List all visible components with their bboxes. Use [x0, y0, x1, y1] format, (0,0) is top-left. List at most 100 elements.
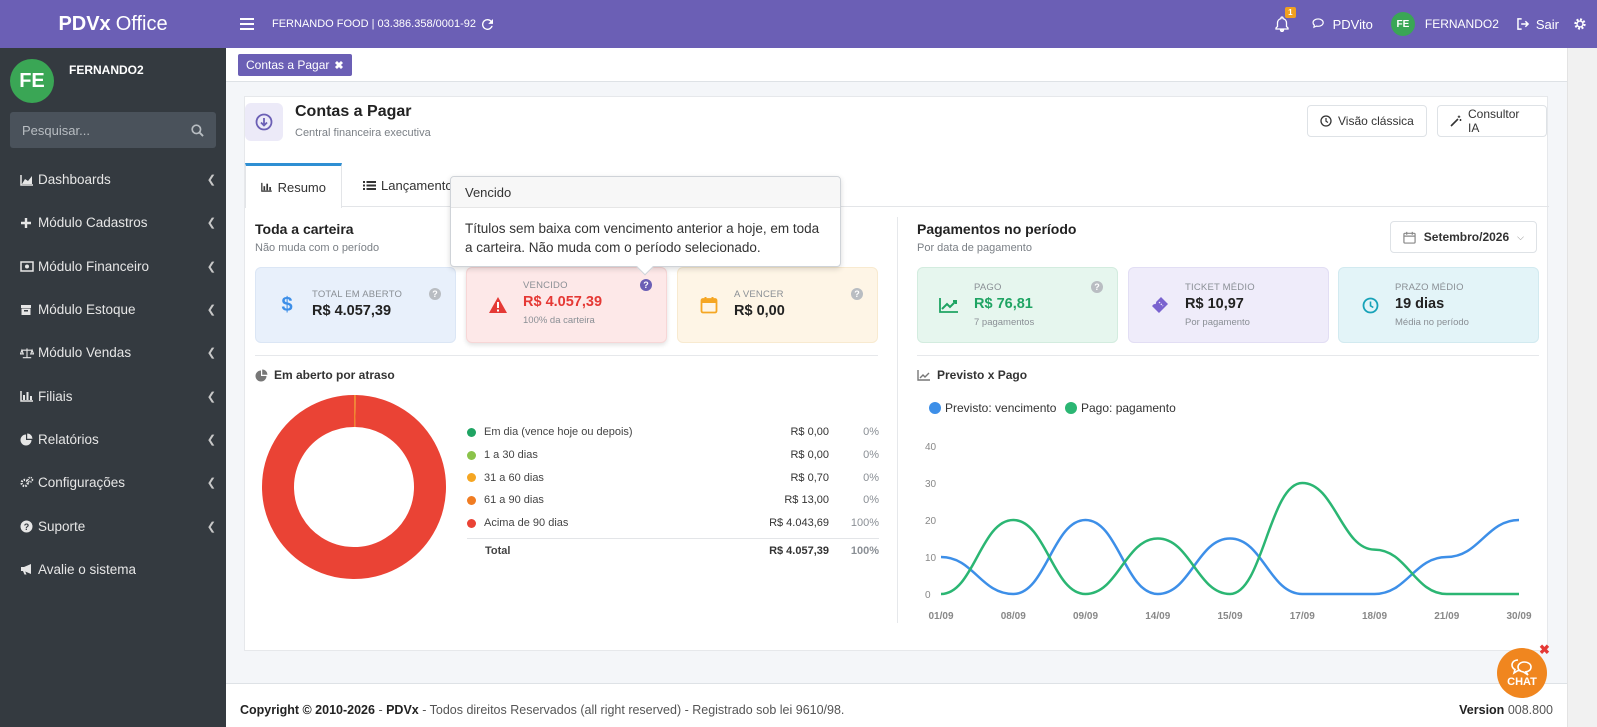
list-icon — [363, 180, 376, 190]
tooltip-title: Vencido — [451, 177, 840, 208]
sidebar-item-configuracoes[interactable]: Configurações ❮ — [0, 461, 226, 504]
tab-resumo[interactable]: Resumo — [245, 163, 342, 208]
legend-label[interactable]: Pago: pagamento — [1081, 401, 1176, 415]
chat-widget-button[interactable]: CHAT — [1497, 648, 1547, 698]
close-icon[interactable]: ✖ — [334, 59, 344, 72]
aging-total-row: Total R$ 4.057,39 100% — [467, 538, 879, 561]
hamburger-menu-icon[interactable] — [240, 18, 254, 30]
sidebar-item-suporte[interactable]: ? Suporte ❮ — [0, 504, 226, 547]
notifications-bell-icon[interactable]: 1 — [1274, 7, 1296, 33]
classic-view-button[interactable]: Visão clássica — [1307, 105, 1427, 137]
chat-bubble-icon — [1511, 659, 1532, 676]
chat-close-icon[interactable]: ✖ — [1539, 642, 1550, 657]
user-menu[interactable]: FE FERNANDO2 — [1390, 12, 1499, 36]
kpi-value: R$ 76,81 — [974, 296, 1033, 312]
series-line[interactable] — [940, 481, 1519, 596]
kpi-label: A VENCER — [734, 289, 784, 300]
top-navbar: PDVx Office FERNANDO FOOD | 03.386.358/00… — [0, 0, 1597, 48]
calendar-icon — [698, 294, 720, 316]
pdvito-label: PDVito — [1332, 16, 1373, 32]
sidebar: FE FERNANDO2 Pesquisar... Dashboards ❮ M… — [0, 48, 226, 727]
legend-label[interactable]: Previsto: vencimento — [945, 401, 1057, 415]
chevron-left-icon: ❮ — [206, 174, 216, 187]
series-line[interactable] — [940, 518, 1520, 596]
kpi-ticket-medio: TICKET MÉDIO R$ 10,97 Por pagamento — [1128, 267, 1329, 343]
pdvito-link[interactable]: PDVito — [1312, 17, 1373, 32]
kpi-pago: PAGO R$ 76,81 7 pagamentos ? — [917, 267, 1118, 343]
aging-row: 61 a 90 dias R$ 13,00 0% — [467, 489, 879, 512]
logout-button[interactable]: Sair — [1517, 17, 1559, 32]
question-icon: ? — [20, 520, 34, 533]
aging-row: Acima de 90 dias R$ 4.043,69 100% — [467, 512, 879, 535]
company-name: FERNANDO FOOD | 03.386.358/0001-92 — [272, 18, 477, 30]
help-icon[interactable]: ? — [640, 279, 652, 291]
sidebar-item-relatorios[interactable]: Relatórios ❮ — [0, 418, 226, 461]
help-icon[interactable]: ? — [1091, 281, 1103, 293]
period-value: Setembro/2026 — [1423, 230, 1510, 244]
sidebar-menu: Dashboards ❮ Módulo Cadastros ❮ Módulo F… — [0, 158, 226, 591]
kpi-label: VENCIDO — [523, 280, 568, 291]
sidebar-search-input[interactable]: Pesquisar... — [10, 112, 216, 148]
vertical-scrollbar[interactable] — [1567, 48, 1597, 727]
donut-slice[interactable] — [262, 395, 446, 579]
sidebar-item-financeiro[interactable]: Módulo Financeiro ❮ — [0, 245, 226, 288]
sidebar-item-label: Dashboards — [38, 172, 111, 188]
open-page-tab[interactable]: Contas a Pagar ✖ — [238, 54, 352, 76]
balance-scale-icon — [20, 347, 34, 359]
brand-bold: PDVx — [58, 12, 111, 35]
svg-text:?: ? — [24, 522, 30, 532]
search-placeholder: Pesquisar... — [22, 122, 90, 138]
line-chart-icon — [938, 294, 960, 316]
search-icon[interactable] — [191, 123, 204, 137]
sidebar-item-label: Avalie o sistema — [38, 561, 137, 577]
sidebar-item-label: Módulo Financeiro — [38, 258, 150, 274]
legend-dot[interactable] — [929, 402, 941, 414]
main-card: Contas a Pagar Central financeira execut… — [244, 96, 1549, 651]
period-select[interactable]: Setembro/2026 ⌵ — [1389, 221, 1537, 253]
brand-logo[interactable]: PDVx Office — [0, 0, 226, 48]
tabs: Resumo Lançamentos — [245, 163, 1549, 208]
y-tick-label: 30 — [925, 479, 937, 490]
x-tick-label: 14/09 — [1145, 611, 1170, 621]
bullhorn-icon — [20, 563, 34, 575]
sidebar-item-estoque[interactable]: Módulo Estoque ❮ — [0, 288, 226, 331]
clock-icon — [1320, 115, 1332, 127]
company-selector[interactable]: FERNANDO FOOD | 03.386.358/0001-92 — [272, 18, 494, 30]
legend-dot — [467, 473, 476, 483]
ai-consultant-button[interactable]: Consultor IA — [1437, 105, 1547, 137]
sidebar-item-filiais[interactable]: Filiais ❮ — [0, 374, 226, 417]
gear-icon[interactable] — [1573, 17, 1587, 31]
sidebar-item-avalie[interactable]: Avalie o sistema — [0, 548, 226, 591]
sidebar-user-name[interactable]: FERNANDO2 — [69, 63, 144, 77]
sidebar-avatar[interactable]: FE — [10, 59, 54, 103]
footer-version: Version 008.800 — [1459, 703, 1553, 717]
sidebar-item-label: Relatórios — [38, 431, 99, 447]
ticket-icon — [1149, 294, 1171, 316]
legend-dot[interactable] — [1065, 402, 1077, 414]
kpi-a-vencer: A VENCER R$ 0,00 ? — [677, 267, 878, 343]
aging-row-pct: 100% — [850, 517, 879, 530]
pagamentos-subtitle: Por data de pagamento — [917, 242, 1032, 254]
kpi-label: PRAZO MÉDIO — [1395, 282, 1464, 293]
sidebar-item-cadastros[interactable]: Módulo Cadastros ❮ — [0, 201, 226, 244]
arrow-circle-down-icon — [245, 103, 283, 141]
page-title: Contas a Pagar — [295, 103, 412, 120]
aging-row-value: R$ 0,70 — [790, 471, 829, 484]
tab-lancamentos[interactable]: Lançamentos — [348, 163, 474, 207]
x-tick-label: 09/09 — [1073, 611, 1098, 621]
refresh-icon[interactable] — [482, 18, 494, 30]
chart-title: Previsto x Pago — [917, 368, 1027, 382]
kpi-total-em-aberto: $ TOTAL EM ABERTO R$ 4.057,39 ? — [255, 267, 456, 343]
kpi-value: R$ 0,00 — [734, 303, 785, 319]
logout-label: Sair — [1535, 16, 1559, 32]
sidebar-item-vendas[interactable]: Módulo Vendas ❮ — [0, 331, 226, 374]
sidebar-item-dashboards[interactable]: Dashboards ❮ — [0, 158, 226, 201]
gears-icon — [20, 476, 34, 489]
x-tick-label: 17/09 — [1290, 611, 1315, 621]
kpi-value: R$ 4.057,39 — [312, 303, 392, 319]
user-name-top: FERNANDO2 — [1424, 17, 1499, 31]
help-icon[interactable]: ? — [429, 288, 441, 300]
help-icon[interactable]: ? — [851, 288, 863, 300]
aging-row-label: Em dia (vence hoje ou depois) — [484, 426, 633, 439]
previsto-pago-line-chart: Previsto: vencimento Pago: pagamento 0 10 20… — [925, 401, 1532, 621]
